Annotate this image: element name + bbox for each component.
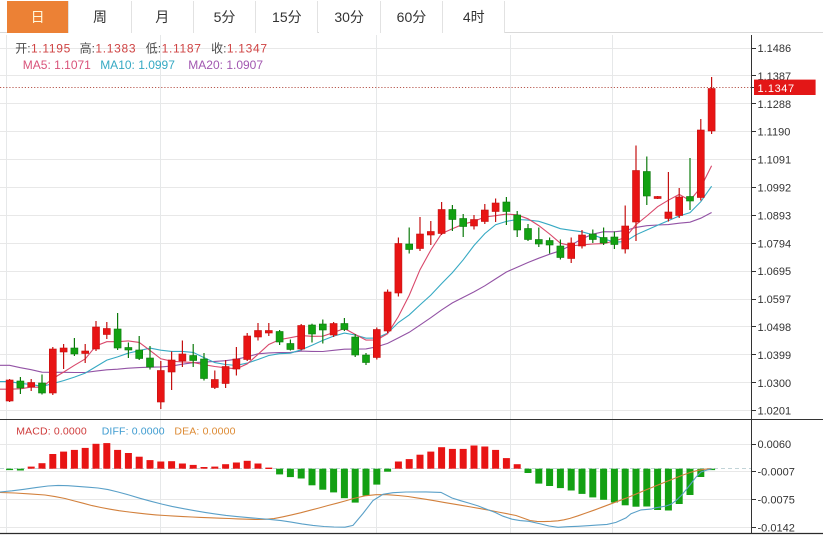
svg-text:收:: 收: [211, 41, 226, 55]
svg-text:1.0597: 1.0597 [758, 294, 792, 306]
svg-text:1.1347: 1.1347 [758, 83, 795, 95]
svg-text:1.0992: 1.0992 [758, 183, 792, 195]
svg-text:MA20: 1.0907: MA20: 1.0907 [188, 58, 263, 72]
svg-text:1.0794: 1.0794 [758, 238, 792, 250]
svg-text:1.1190: 1.1190 [758, 127, 791, 139]
svg-text:DIFF: 0.0000: DIFF: 0.0000 [102, 425, 165, 437]
svg-text:1.0695: 1.0695 [758, 266, 792, 278]
svg-text:MACD: 0.0000: MACD: 0.0000 [16, 425, 87, 437]
svg-text:高:: 高: [80, 40, 95, 55]
svg-text:DEA: 0.0000: DEA: 0.0000 [174, 425, 235, 437]
svg-text:1.1486: 1.1486 [758, 43, 792, 55]
svg-text:开:: 开: [15, 41, 30, 55]
svg-text:1.1187: 1.1187 [162, 41, 202, 55]
svg-text:1.1347: 1.1347 [227, 41, 268, 55]
svg-text:1.1195: 1.1195 [31, 41, 71, 55]
svg-text:MA10: 1.0997: MA10: 1.0997 [100, 58, 175, 72]
svg-text:1.0498: 1.0498 [758, 322, 792, 334]
svg-text:MA5: 1.1071: MA5: 1.1071 [23, 58, 91, 72]
svg-text:1.0300: 1.0300 [758, 378, 792, 390]
svg-text:1.1091: 1.1091 [758, 155, 792, 167]
svg-text:-0.0075: -0.0075 [758, 494, 795, 506]
svg-text:1.0201: 1.0201 [758, 406, 792, 418]
svg-text:1.1288: 1.1288 [758, 99, 792, 111]
svg-text:1.0893: 1.0893 [758, 210, 792, 222]
svg-text:1.1383: 1.1383 [95, 41, 136, 55]
svg-text:-0.0142: -0.0142 [758, 522, 795, 534]
svg-text:低:: 低: [146, 41, 161, 55]
svg-text:1.0399: 1.0399 [758, 350, 792, 362]
svg-text:0.0060: 0.0060 [758, 439, 792, 451]
svg-text:-0.0007: -0.0007 [758, 466, 795, 478]
